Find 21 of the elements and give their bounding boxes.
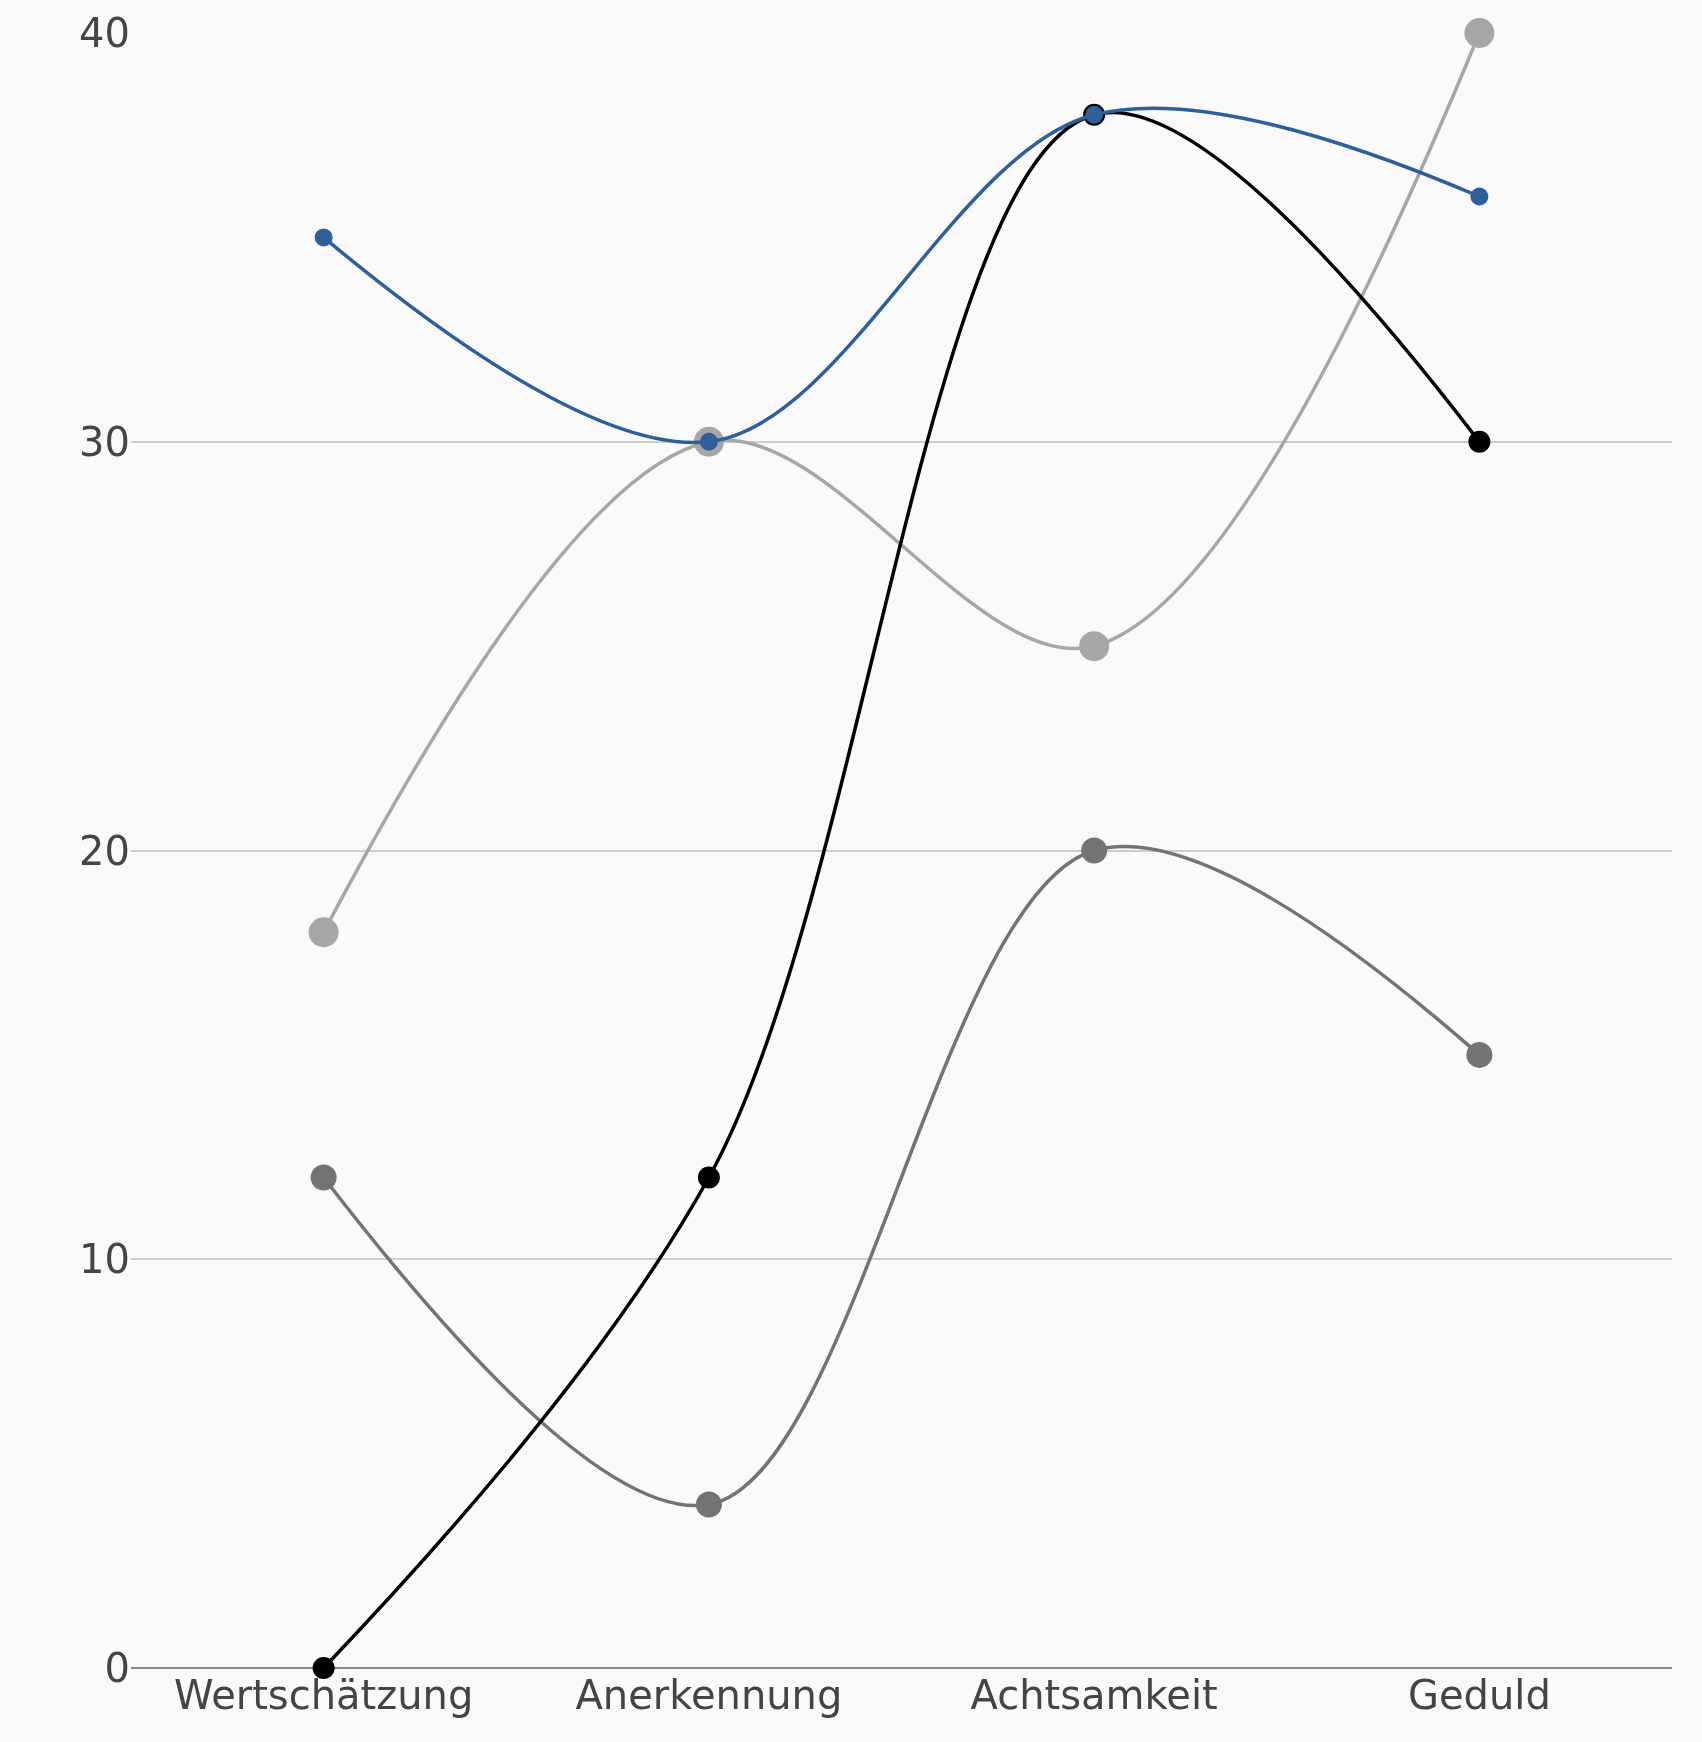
point bbox=[1470, 187, 1489, 206]
point bbox=[1079, 631, 1110, 662]
x-tick-label: Wertschätzung bbox=[173, 1672, 474, 1718]
point bbox=[1468, 430, 1491, 453]
y-tick-label: 40 bbox=[79, 10, 130, 56]
point bbox=[310, 1164, 337, 1191]
y-tick-label: 10 bbox=[79, 1236, 130, 1283]
y-tick-label: 30 bbox=[79, 418, 130, 465]
x-tick-label: Achtsamkeit bbox=[970, 1672, 1218, 1718]
point bbox=[1464, 18, 1495, 48]
x-tick-label: Anerkennung bbox=[575, 1672, 843, 1718]
y-tick-label: 20 bbox=[79, 827, 130, 874]
point bbox=[697, 1166, 720, 1189]
point bbox=[308, 917, 339, 948]
point bbox=[314, 228, 333, 247]
point bbox=[695, 1491, 722, 1518]
y-tick-label: 0 bbox=[104, 1645, 130, 1691]
point bbox=[1466, 1041, 1493, 1068]
point bbox=[1081, 837, 1108, 864]
point bbox=[312, 1657, 335, 1679]
x-tick-label: Geduld bbox=[1407, 1672, 1551, 1718]
